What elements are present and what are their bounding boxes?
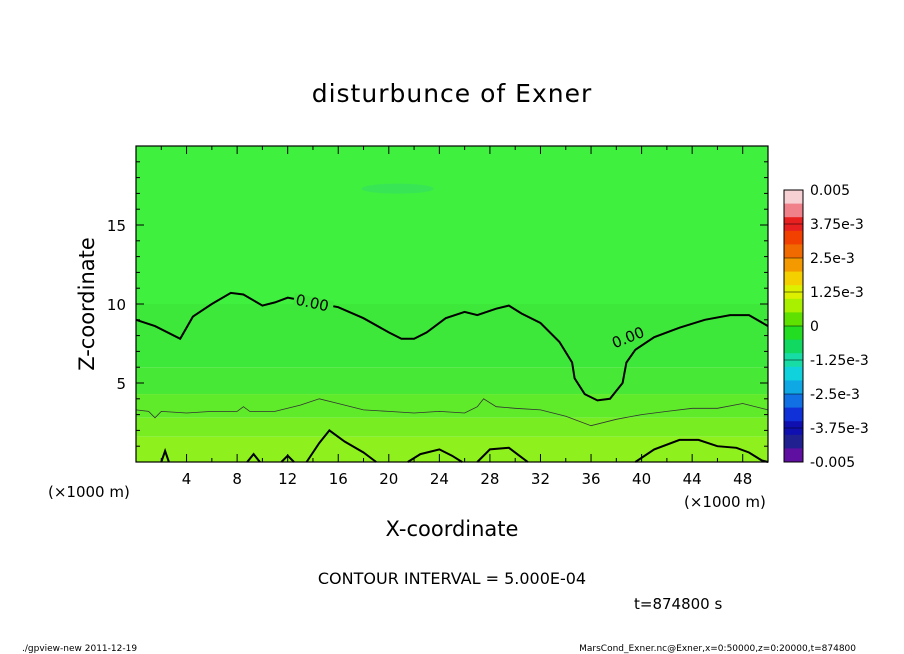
colorbar-swatch (784, 394, 803, 409)
colorbar-swatch (784, 271, 803, 286)
lower-contour (634, 438, 769, 463)
field-band (136, 367, 768, 395)
colorbar-label: 2.5e-3 (810, 251, 855, 267)
colorbar-swatch (784, 326, 803, 341)
x-axis: 4 8 12 16 20 24 28 32 36 40 44 48 (160, 146, 752, 488)
x-tick-label: 24 (430, 470, 449, 488)
colorbar-swatch (784, 298, 803, 313)
contour-label-bg (292, 293, 335, 315)
x-tick-label: 32 (531, 470, 550, 488)
thin-contour (135, 398, 769, 427)
lower-contour (476, 446, 529, 463)
colorbar-label: -3.75e-3 (810, 421, 869, 437)
time-label: t=874800 s (634, 595, 722, 613)
colorbar-swatch (784, 258, 803, 273)
colorbar: 0.005 3.75e-3 2.5e-3 1.25e-3 0 -1.25e-3 -2.5e-… (783, 183, 869, 471)
colorbar-label: -1.25e-3 (810, 353, 869, 369)
x-tick-label: 12 (278, 470, 297, 488)
footer-left: ./gpview-new 2011-12-19 (22, 644, 137, 654)
colorbar-swatch (784, 366, 803, 381)
colorbar-swatch (784, 448, 803, 463)
x-tick-label: 28 (480, 470, 499, 488)
colorbar-label: -0.005 (810, 455, 855, 471)
colorbar-label: 0 (810, 319, 819, 335)
zero-contour (135, 291, 769, 402)
x-tick-label: 36 (581, 470, 600, 488)
x-tick-label: 4 (182, 470, 192, 488)
negative-anomaly-patch (361, 183, 434, 194)
x-tick-label: 20 (379, 470, 398, 488)
lower-contour (246, 452, 261, 463)
colorbar-label: -2.5e-3 (810, 387, 860, 403)
colorbar-swatch (784, 203, 803, 218)
colorbar-swatch (784, 312, 803, 327)
y-unit-label: (×1000 m) (48, 483, 130, 501)
colorbar-swatch (784, 339, 803, 354)
colorbar-label: 1.25e-3 (810, 285, 864, 301)
plot-field (136, 146, 768, 462)
lower-contour (407, 448, 463, 463)
x-axis-label: X-coordinate (386, 517, 519, 541)
x-tick-label: 44 (683, 470, 702, 488)
colorbar-label: 0.005 (810, 183, 850, 199)
colorbar-swatch (784, 230, 803, 245)
colorbar-swatch (784, 434, 803, 449)
colorbar-swatch (784, 407, 803, 422)
colorbar-label: 3.75e-3 (810, 217, 864, 233)
chart-title: disturbunce of Exner (312, 79, 593, 108)
contour-interval-text: CONTOUR INTERVAL = 5.000E-04 (318, 569, 586, 588)
x-tick-label: 40 (632, 470, 651, 488)
colorbar-swatch (784, 190, 803, 205)
x-tick-label: 48 (733, 470, 752, 488)
field-band (136, 394, 768, 418)
footer-right: MarsCond_Exner.nc@Exner,x=0:50000,z=0:20… (579, 644, 856, 654)
x-tick-label: 16 (329, 470, 348, 488)
field-band (136, 304, 768, 368)
lower-contour (305, 429, 377, 463)
contour-label-bg (608, 324, 651, 352)
field-band (136, 417, 768, 437)
y-tick-label: 15 (107, 217, 126, 235)
colorbar-swatch (784, 380, 803, 395)
y-tick-label: 5 (116, 375, 126, 393)
lower-contour (160, 447, 170, 463)
x-tick-label: 8 (232, 470, 242, 488)
y-tick-label: 10 (107, 296, 126, 314)
contour-lines: 0.000.00 (135, 291, 769, 463)
x-unit-label: (×1000 m) (684, 493, 766, 511)
field-band (136, 146, 768, 304)
y-axis: 5 10 15 (107, 161, 768, 447)
y-axis-label: Z-coordinate (75, 237, 99, 371)
field-band (136, 436, 768, 462)
colorbar-swatch (784, 244, 803, 259)
